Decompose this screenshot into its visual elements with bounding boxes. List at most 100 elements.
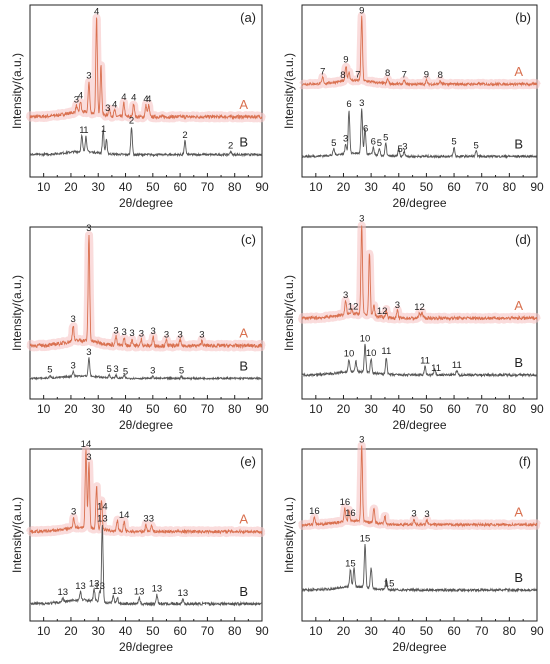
peak-label: 3 bbox=[150, 326, 155, 337]
x-tick-label: 10 bbox=[309, 402, 323, 416]
x-tick-label: 60 bbox=[447, 402, 461, 416]
peak-label: 15 bbox=[360, 534, 371, 545]
panel-label: (e) bbox=[240, 454, 256, 469]
series-halo bbox=[26, 231, 266, 352]
peak-label: 11 bbox=[420, 356, 430, 367]
x-tick-label: 60 bbox=[447, 180, 461, 194]
series-line bbox=[301, 108, 538, 159]
x-tick-label: 10 bbox=[309, 624, 323, 638]
x-tick-label: 80 bbox=[228, 624, 242, 638]
plot-frame bbox=[301, 448, 538, 622]
x-axis-label: 2θ/degree bbox=[119, 640, 173, 654]
peak-label: 3 bbox=[150, 365, 155, 376]
chart-panel: 10 20 30 40 50 60 70 80 90 2θ/degree Intensity/(a.… bbox=[282, 4, 544, 210]
peak-label: 3 bbox=[71, 506, 76, 517]
peak-label: 3 bbox=[359, 98, 364, 109]
x-tick-label: 10 bbox=[309, 180, 323, 194]
x-tick-label: 80 bbox=[503, 624, 517, 638]
peak-label: 11 bbox=[381, 346, 391, 357]
peak-label: 3 bbox=[113, 326, 118, 337]
chart-panel: 10 20 30 40 50 60 70 80 90 2θ/degree Intensity/(a.… bbox=[10, 439, 269, 654]
x-tick-label: 60 bbox=[447, 624, 461, 638]
peak-label: 3 bbox=[149, 514, 154, 525]
y-axis-label: Intensity/(a.u.) bbox=[10, 497, 24, 573]
peak-label: 11 bbox=[452, 360, 462, 371]
series-line bbox=[301, 343, 538, 378]
x-tick-label: 60 bbox=[173, 624, 187, 638]
x-tick-label: 70 bbox=[201, 180, 215, 194]
peak-label: 6 bbox=[371, 136, 376, 147]
x-tick-label: 10 bbox=[37, 624, 51, 638]
panel-label: (b) bbox=[515, 10, 531, 25]
series-name-label: B bbox=[239, 584, 248, 599]
series-name-label: A bbox=[239, 97, 248, 112]
chart-panel: 10 20 30 40 50 60 70 80 90 2θ/degree Intensity/(a.… bbox=[282, 435, 544, 654]
x-tick-label: 30 bbox=[92, 180, 106, 194]
peak-label: 3 bbox=[359, 435, 364, 446]
x-tick-label: 40 bbox=[392, 402, 406, 416]
peak-label: 3 bbox=[177, 329, 182, 340]
peak-label: 13 bbox=[97, 514, 108, 525]
peak-label: 4 bbox=[143, 94, 148, 105]
series-line bbox=[301, 15, 538, 88]
peak-label: 3 bbox=[86, 71, 91, 82]
peak-label: 1 bbox=[101, 124, 106, 135]
x-tick-label: 70 bbox=[201, 402, 215, 416]
x-tick-label: 70 bbox=[475, 402, 489, 416]
peak-label: 3 bbox=[70, 360, 75, 371]
series-line bbox=[301, 225, 538, 322]
x-tick-label: 90 bbox=[530, 624, 544, 638]
peak-label: 3 bbox=[402, 141, 407, 152]
peak-label: 5 bbox=[179, 365, 184, 376]
panel-label: (c) bbox=[241, 232, 256, 247]
peak-label: 5 bbox=[451, 137, 456, 148]
series-line bbox=[29, 524, 263, 607]
x-tick-label: 40 bbox=[392, 180, 406, 194]
x-tick-label: 80 bbox=[503, 402, 517, 416]
peak-label: 4 bbox=[121, 92, 126, 103]
peak-label: 13 bbox=[57, 587, 68, 598]
peak-label: 2 bbox=[182, 130, 187, 141]
peak-label: 3 bbox=[105, 103, 110, 114]
peak-label: 4 bbox=[112, 99, 117, 110]
peak-label: 13 bbox=[75, 581, 86, 592]
peak-label: 9 bbox=[424, 69, 429, 80]
x-tick-label: 70 bbox=[201, 624, 215, 638]
x-tick-label: 90 bbox=[255, 624, 269, 638]
x-tick-label: 30 bbox=[364, 402, 378, 416]
x-tick-label: 20 bbox=[337, 624, 351, 638]
series-line bbox=[29, 357, 263, 381]
peak-label: 1 bbox=[79, 125, 84, 136]
x-tick-label: 40 bbox=[392, 624, 406, 638]
series-halo bbox=[298, 11, 541, 90]
chart-panel: 10 20 30 40 50 60 70 80 90 2θ/degree Intensity/(a.… bbox=[10, 4, 269, 210]
series-line bbox=[301, 445, 538, 528]
x-tick-label: 60 bbox=[173, 180, 187, 194]
peak-label: 3 bbox=[139, 328, 144, 339]
x-axis-label: 2θ/degree bbox=[119, 196, 173, 210]
x-tick-label: 50 bbox=[146, 624, 160, 638]
peak-label: 13 bbox=[178, 588, 189, 599]
peak-label: 3 bbox=[343, 133, 348, 144]
series-name-label: A bbox=[239, 512, 248, 527]
series-line bbox=[29, 17, 263, 121]
plot-frame bbox=[301, 4, 538, 178]
x-tick-label: 80 bbox=[503, 180, 517, 194]
x-tick-label: 30 bbox=[92, 402, 106, 416]
peak-label: 3 bbox=[86, 223, 91, 234]
x-axis-label: 2θ/degree bbox=[392, 418, 446, 432]
peak-label: 5 bbox=[383, 132, 388, 143]
x-tick-label: 20 bbox=[337, 180, 351, 194]
x-tick-label: 70 bbox=[475, 624, 489, 638]
peak-label: 7 bbox=[320, 66, 325, 77]
peak-label: 5 bbox=[123, 367, 128, 378]
x-tick-label: 10 bbox=[37, 180, 51, 194]
peak-label: 10 bbox=[366, 348, 377, 359]
peak-label: 14 bbox=[119, 510, 130, 521]
chart-panel: 10 20 30 40 50 60 70 80 90 2θ/degree Intensity/(a.… bbox=[282, 214, 544, 432]
peak-label: 3 bbox=[395, 300, 400, 311]
peak-label: 2 bbox=[228, 141, 233, 152]
x-tick-label: 40 bbox=[119, 624, 133, 638]
y-axis-label: Intensity/(a.u.) bbox=[10, 53, 24, 129]
